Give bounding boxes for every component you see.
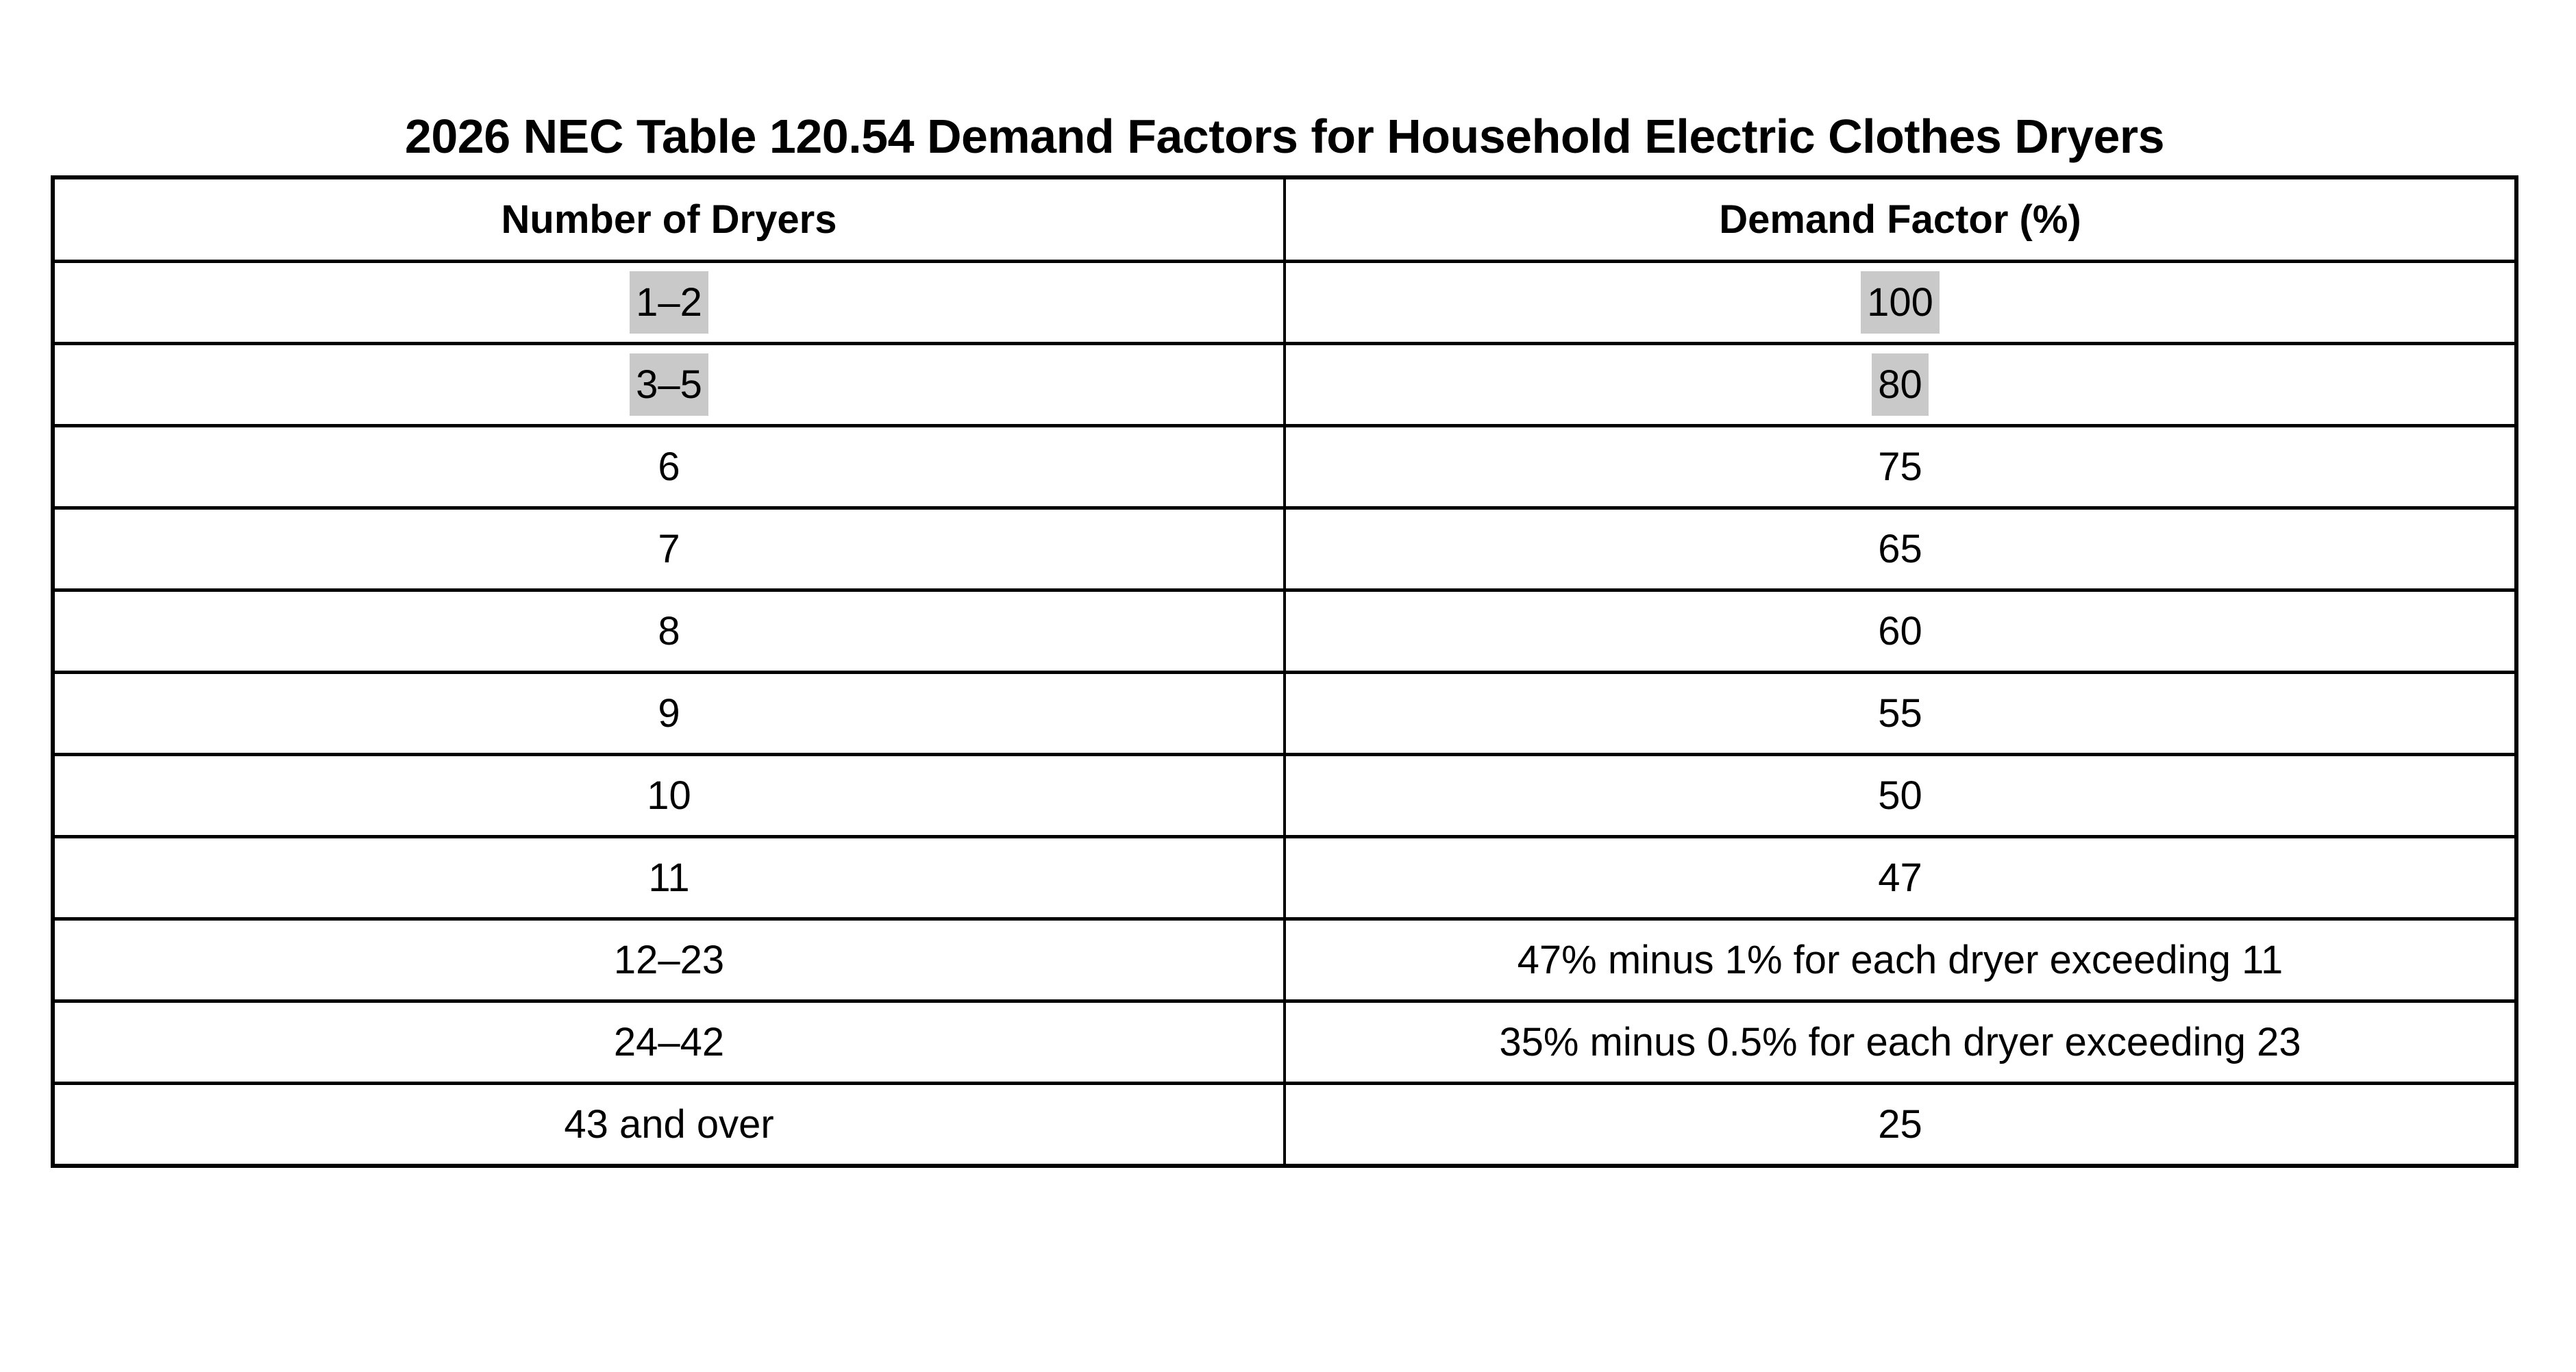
table-row: 9 55 — [51, 671, 2518, 756]
dryers-cell: 11 — [51, 835, 1286, 921]
table-row: 6 75 — [51, 424, 2518, 510]
factor-cell: 47% minus 1% for each dryer exceeding 11 — [1283, 917, 2518, 1003]
factor-cell: 100 — [1283, 260, 2518, 345]
factor-cell: 25 — [1283, 1082, 2518, 1168]
factor-cell: 60 — [1283, 588, 2518, 674]
table-body: 1–2 100 3–5 80 6 75 7 65 8 60 9 55 10 50 11 47 12–23 47% … — [51, 260, 2518, 1168]
factor-cell: 65 — [1283, 506, 2518, 592]
factor-cell: 55 — [1283, 671, 2518, 756]
table-row: 8 60 — [51, 588, 2518, 674]
document-page: 2026 NEC Table 120.54 Demand Factors for… — [0, 108, 2576, 1372]
factor-cell: 80 — [1283, 342, 2518, 427]
factor-cell: 35% minus 0.5% for each dryer exceeding … — [1283, 999, 2518, 1085]
page-title: 2026 NEC Table 120.54 Demand Factors for… — [404, 110, 2165, 163]
table-row: 11 47 — [51, 835, 2518, 921]
header-row: Number of Dryers Demand Factor (%) — [51, 175, 2518, 263]
dryers-cell: 43 and over — [51, 1082, 1286, 1168]
factor-cell: 75 — [1283, 424, 2518, 510]
highlight-span: 3–5 — [630, 353, 708, 416]
table-row: 24–42 35% minus 0.5% for each dryer excee… — [51, 999, 2518, 1085]
dryers-cell: 1–2 — [51, 260, 1286, 345]
dryers-cell: 10 — [51, 753, 1286, 838]
table-row: 10 50 — [51, 753, 2518, 838]
dryers-cell: 3–5 — [51, 342, 1286, 427]
dryers-cell: 12–23 — [51, 917, 1286, 1003]
table-row: 3–5 80 — [51, 342, 2518, 427]
dryers-cell: 8 — [51, 588, 1286, 674]
col-header-demand-factor: Demand Factor (%) — [1283, 175, 2518, 263]
factor-cell: 47 — [1283, 835, 2518, 921]
demand-factors-table: Number of Dryers Demand Factor (%) 1–2 10… — [51, 175, 2518, 1168]
table-row: 7 65 — [51, 506, 2518, 592]
dryers-cell: 24–42 — [51, 999, 1286, 1085]
table-row: 12–23 47% minus 1% for each dryer exceedi… — [51, 917, 2518, 1003]
highlight-span: 80 — [1872, 353, 1929, 416]
dryers-cell: 6 — [51, 424, 1286, 510]
highlight-span: 100 — [1861, 271, 1940, 334]
dryers-cell: 7 — [51, 506, 1286, 592]
table-row: 43 and over 25 — [51, 1082, 2518, 1168]
dryers-cell: 9 — [51, 671, 1286, 756]
table-row: 1–2 100 — [51, 260, 2518, 345]
highlight-span: 1–2 — [630, 271, 708, 334]
col-header-number-of-dryers: Number of Dryers — [51, 175, 1286, 263]
table-header: Number of Dryers Demand Factor (%) — [51, 175, 2518, 263]
factor-cell: 50 — [1283, 753, 2518, 838]
